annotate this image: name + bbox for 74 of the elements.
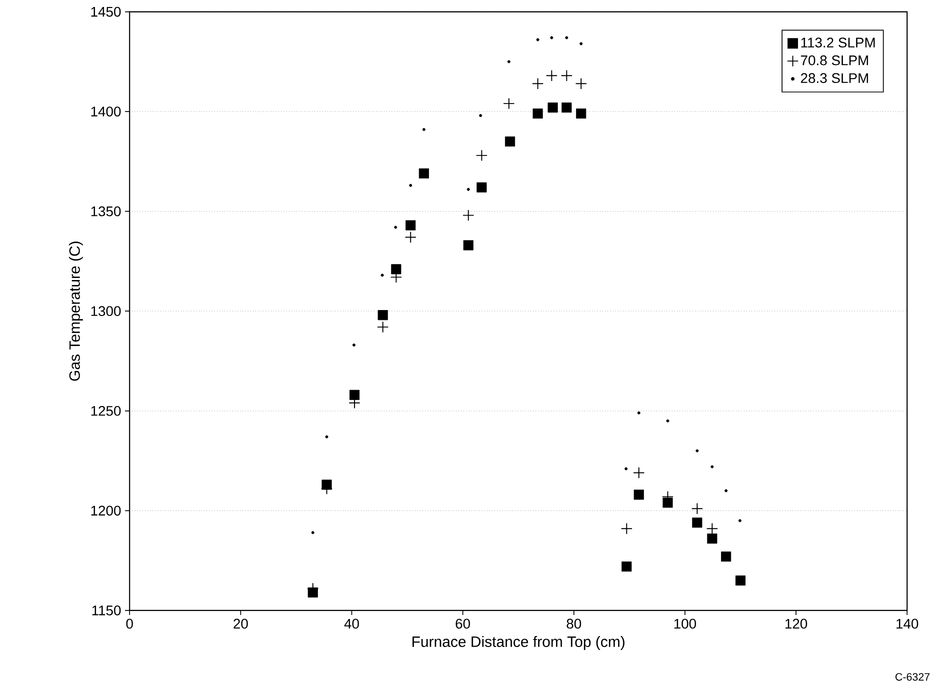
point (692, 518, 702, 528)
point (463, 240, 474, 250)
y-tick-label: 1200 (91, 506, 121, 516)
x-tick-label: 60 (456, 618, 470, 629)
point (637, 411, 640, 414)
point (422, 128, 426, 132)
point (466, 188, 470, 191)
y-axis-title: Gas Temperature (C) (68, 242, 83, 381)
point (706, 522, 718, 534)
point (532, 108, 543, 119)
point (406, 220, 416, 230)
y-tick-label: 1150 (92, 606, 121, 616)
point (311, 531, 314, 534)
x-tick-label: 100 (674, 618, 696, 629)
point (532, 78, 544, 90)
point (378, 310, 388, 320)
point (562, 102, 572, 113)
point (476, 182, 487, 192)
point (404, 231, 416, 244)
x-tick-label: 80 (566, 618, 582, 629)
point (724, 489, 728, 492)
x-tick-label: 0 (126, 618, 133, 629)
point (691, 502, 704, 515)
point (622, 562, 632, 572)
point (560, 70, 572, 82)
point (696, 449, 699, 452)
point (735, 575, 746, 586)
point (376, 321, 389, 333)
point (580, 42, 583, 46)
point (550, 36, 554, 40)
y-tick-label: 1250 (91, 406, 121, 416)
x-tick-label: 40 (344, 618, 359, 629)
point (633, 466, 645, 479)
point (707, 534, 718, 544)
point (738, 519, 742, 522)
x-axis-title: Furnace Distance from Top (cm) (412, 636, 624, 650)
point (476, 150, 488, 162)
point (536, 38, 540, 42)
point (620, 522, 632, 534)
point (394, 226, 398, 229)
point (576, 108, 586, 119)
point (418, 168, 429, 178)
point (666, 419, 670, 422)
point (507, 60, 510, 64)
y-tick-label: 1400 (91, 106, 121, 116)
text: C-6327 (896, 673, 930, 681)
x-tick-label: 140 (896, 618, 918, 629)
point (662, 498, 673, 508)
point (503, 98, 515, 110)
point (352, 344, 356, 347)
point (391, 264, 402, 274)
point (710, 465, 714, 468)
point (409, 184, 412, 187)
point (380, 274, 384, 277)
point (325, 435, 328, 438)
point (546, 70, 558, 82)
point (548, 102, 558, 113)
y-tick-label: 1450 (91, 6, 121, 17)
y-tick-label: 1350 (91, 206, 121, 216)
x-tick-label: 120 (785, 618, 808, 629)
point (565, 36, 568, 40)
y-tick-label: 1300 (91, 306, 121, 316)
x-tick-label: 20 (234, 618, 248, 629)
point (721, 552, 732, 562)
legend-label: 28.3 SLPM (800, 73, 868, 84)
point (634, 490, 644, 500)
point (462, 209, 474, 222)
point (479, 114, 482, 118)
point (504, 136, 516, 147)
point (349, 390, 360, 400)
legend-label: 113.2 SLPM (801, 38, 875, 48)
legend-label: 70.8 SLPM (800, 55, 868, 66)
point (575, 78, 587, 90)
point (624, 467, 628, 470)
